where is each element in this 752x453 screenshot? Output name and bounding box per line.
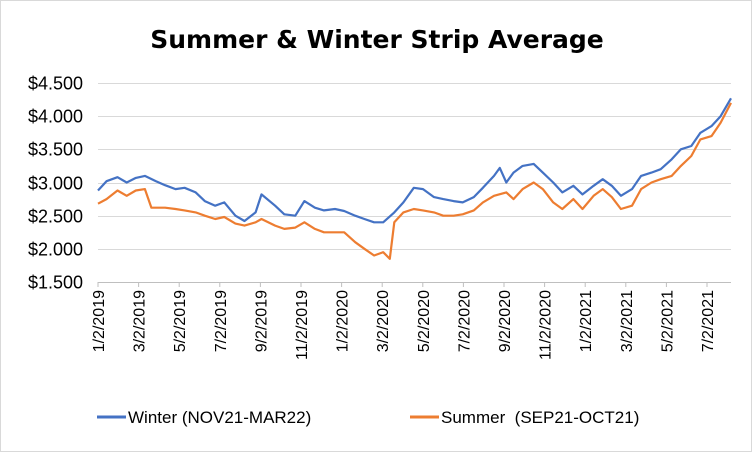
x-tick-label: 9/2/2019 xyxy=(253,290,270,352)
series-line-summer xyxy=(97,102,732,260)
x-tick-label: 3/2/2020 xyxy=(375,290,392,352)
chart-title: Summer & Winter Strip Average xyxy=(150,25,604,54)
y-tick-label: $3.500 xyxy=(28,140,83,160)
x-tick-label: 5/2/2021 xyxy=(659,290,676,352)
x-tick-label: 7/2/2020 xyxy=(456,290,473,352)
x-tick-label: 5/2/2019 xyxy=(172,290,189,352)
legend-label-winter: Winter (NOV21-MAR22) xyxy=(128,408,311,427)
x-tick-label: 5/2/2020 xyxy=(416,290,433,352)
x-tick-label: 9/2/2020 xyxy=(497,290,514,352)
x-tick-label: 1/2/2020 xyxy=(335,290,352,352)
x-tick-label: 11/2/2020 xyxy=(538,290,555,360)
x-tick-label: 1/2/2021 xyxy=(578,290,595,352)
series-line-winter xyxy=(97,97,732,224)
legend: Winter (NOV21-MAR22) Summer (SEP21-OCT21… xyxy=(97,408,639,427)
x-tick-label: 3/2/2021 xyxy=(619,290,636,352)
x-tick-label: 11/2/2019 xyxy=(294,290,311,360)
x-tick-label: 1/2/2019 xyxy=(91,290,108,352)
x-tick-label: 3/2/2019 xyxy=(132,290,149,352)
legend-label-summer: Summer (SEP21-OCT21) xyxy=(441,408,639,427)
y-tick-label: $4.000 xyxy=(28,107,83,127)
x-tick-label: 7/2/2021 xyxy=(700,290,717,352)
gridlines xyxy=(98,83,731,250)
x-axis-ticks: 1/2/2019 3/2/2019 5/2/2019 7/2/2019 9/2/2019… xyxy=(91,282,717,360)
y-tick-label: $2.000 xyxy=(28,240,83,260)
series-lines xyxy=(97,97,732,260)
y-tick-label: $2.500 xyxy=(28,207,83,227)
y-tick-label: $3.000 xyxy=(28,174,83,194)
y-tick-label: $1.500 xyxy=(28,273,83,293)
y-tick-label: $4.500 xyxy=(28,74,83,94)
x-tick-label: 7/2/2019 xyxy=(213,290,230,352)
y-axis-ticks: $1.500 $2.000 $2.500 $3.000 $3.500 $4.000 $4.5… xyxy=(28,74,83,293)
